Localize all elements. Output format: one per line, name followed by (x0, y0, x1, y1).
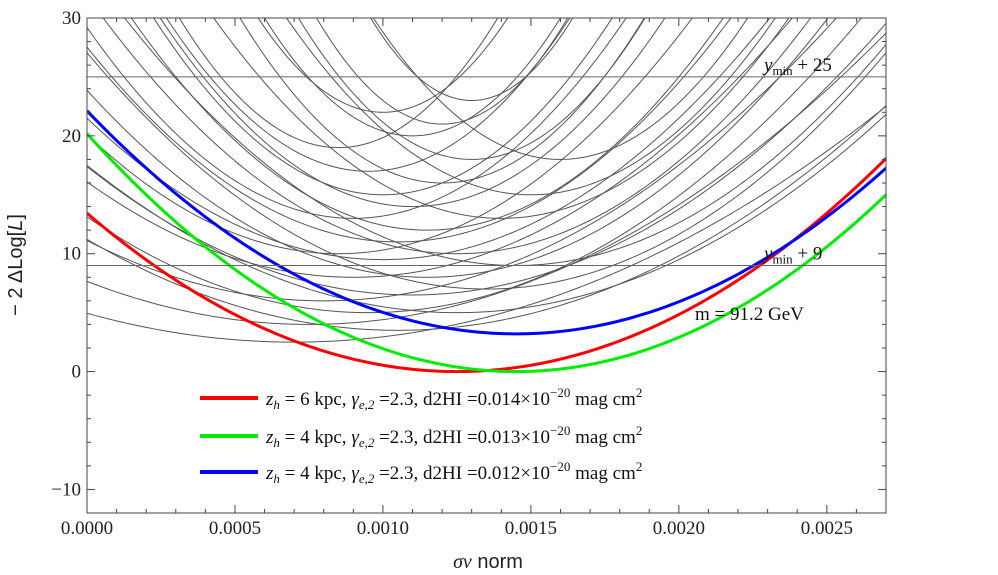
mass-annotation: m = 91.2 GeV (695, 304, 804, 325)
ref-label-ymin-plus-9: ymin + 9 (762, 244, 822, 267)
background-curve (102, 18, 812, 255)
background-curve (87, 18, 829, 278)
y-axis-title: − 2 ΔLog[L] (5, 214, 27, 316)
curves-layer (87, 18, 886, 374)
background-curve (165, 18, 571, 172)
legend-label-green: zh = 4 kpc, γe,2 =2.3, d2HI =0.013×10−20… (265, 423, 642, 450)
y-tick-label: 30 (62, 8, 81, 29)
background-curve (153, 18, 613, 196)
y-tick-label: 0 (72, 362, 82, 383)
background-curve (123, 18, 886, 267)
x-tick-label: 0.0015 (505, 518, 557, 539)
background-curve (239, 18, 645, 184)
x-tick-label: 0.0000 (61, 518, 113, 539)
background-curve (87, 23, 886, 296)
background-curve (370, 18, 574, 101)
background-curve (285, 18, 776, 196)
background-curve (87, 18, 837, 302)
y-tick-label: 20 (62, 126, 81, 147)
background-curve (87, 18, 862, 314)
x-tick-label: 0.0005 (209, 518, 261, 539)
axis-ticks: 0.0000 0.0005 0.0010 0.0015 0.0020 0.0025 −10 0… (51, 8, 887, 539)
legend-label-blue: zh = 4 kpc, γe,2 =2.3, d2HI =0.012×10−20… (265, 459, 642, 486)
reference-lines: ymin + 25 ymin + 9 (87, 55, 886, 267)
series-green-curve (87, 132, 886, 374)
legend: zh = 6 kpc, γe,2 =2.3, d2HI =0.014×10−20… (200, 385, 642, 486)
x-tick-label: 0.0010 (357, 518, 409, 539)
background-curve (87, 18, 693, 255)
background-curve (297, 18, 646, 160)
background-curve (263, 18, 562, 137)
background-curve (159, 18, 666, 208)
background-curve (87, 105, 886, 331)
x-tick-label: 0.0025 (801, 518, 853, 539)
background-curve (315, 18, 569, 125)
plot-frame (86, 17, 887, 514)
background-curve (372, 18, 749, 160)
x-axis-title: σv norm (453, 551, 523, 573)
legend-label-red: zh = 6 kpc, γe,2 =2.3, d2HI =0.014×10−20… (265, 385, 642, 412)
background-curve (257, 18, 509, 113)
background-curve (87, 105, 886, 343)
background-curve (178, 18, 499, 149)
background-curve (87, 32, 886, 325)
background-curve (87, 114, 886, 314)
background-curve (87, 18, 732, 243)
background-curve (213, 18, 790, 219)
background-curve (87, 18, 771, 261)
ref-label-ymin-plus-25: ymin + 25 (762, 55, 832, 78)
background-curve (87, 52, 886, 290)
y-tick-label: 10 (62, 244, 81, 265)
background-curve (130, 18, 724, 231)
background-curve (87, 18, 793, 278)
x-tick-label: 0.0020 (653, 518, 705, 539)
background-curve (87, 18, 627, 219)
y-tick-label: −10 (51, 479, 81, 500)
